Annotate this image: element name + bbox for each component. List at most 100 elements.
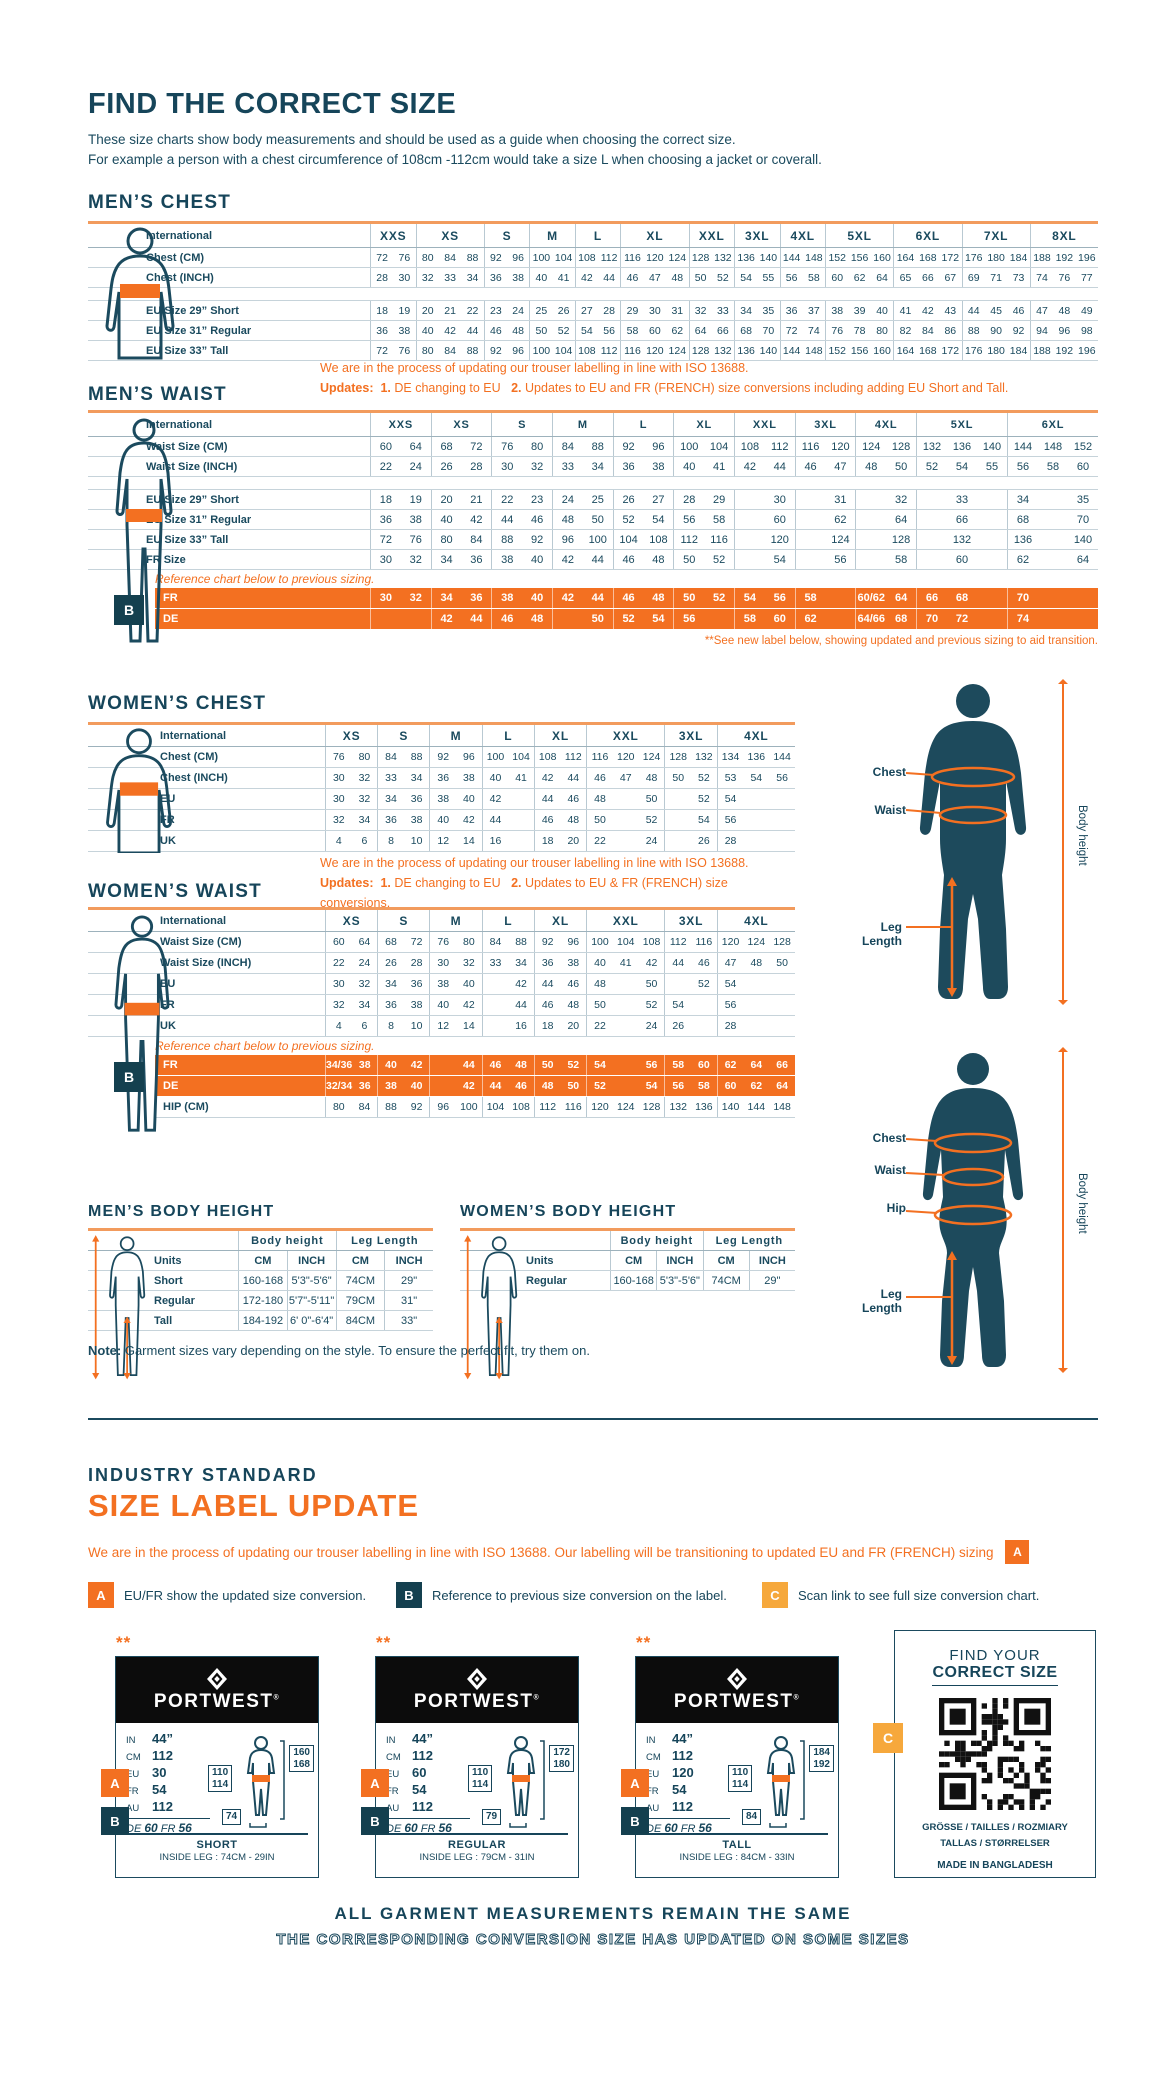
cell-value: 42 [463,999,475,1011]
table-cell: 128 132 [688,248,735,267]
size-column-header: XL [533,725,586,746]
cell-value: 29 [626,304,639,317]
size-column-header: XS [325,725,377,746]
cell-value: 54 [750,772,763,784]
size-column-header: 4XL [855,413,916,436]
row-label: Waist Size (INCH) [146,460,238,473]
table-cell: 33 34 [552,457,613,476]
cell-value: 180 [987,251,1005,264]
cell-value: 46 [489,1059,502,1071]
size-column-header: XS [415,224,484,247]
cell-value: 24 [645,835,658,847]
table-cell: 42 44 [574,268,621,287]
cell-value: 32 [694,304,707,317]
cell-value: 108 [578,344,596,357]
cell-value: 4 [335,1020,342,1032]
table-cell: 188 192 196 [1029,341,1098,360]
cell-value: 50 [645,793,658,805]
section-divider [88,1418,1098,1420]
cell-value: 34 [591,460,604,473]
mini-figure-icon [247,1736,285,1828]
table-cell: 42 44 [552,588,613,608]
table-cell: 134 136 144 [716,747,795,767]
cell-value: 44 [501,513,514,526]
table-cell: 84 88 [481,932,534,952]
table-cell: 58 60 62 [620,321,688,340]
cell-value: 164 [896,251,915,264]
cell-value: 52 [645,814,658,826]
cell-value: 52 [698,772,710,784]
cell-value: 172-180 [242,1294,284,1307]
cell-value: 38 [501,553,514,566]
table-cell: 36 38 [377,995,429,1015]
cell-value: 28 [470,460,483,473]
cell-value: 34 [440,553,453,566]
table-cell: 79CM [335,1291,385,1310]
table-cell: 30 32 [325,974,377,994]
cell-value: 38 [463,772,475,784]
table-cell: 100 104 [673,437,734,456]
cell-value: 44 [489,814,502,826]
table-cell: 50 52 [529,321,575,340]
table-cell: 5'3"-5'6" [656,1271,702,1290]
table-cell: 22 24 [586,831,664,851]
cell-value: 92 [541,936,554,948]
table-cell: 184-192 [238,1311,287,1330]
cell-value: 41 [557,271,570,284]
table-cell: 76 80 [491,437,552,456]
cell-value: CM [717,1254,735,1267]
table-cell: 32/34 36 [325,1076,377,1096]
table-cell: 136 140 [1007,530,1098,549]
cell-value: 48 [512,324,524,337]
qr-languages: GRÖSSE / TAILLES / ROZMIARY TALLAS / STØ… [922,1822,1068,1850]
cell-value: 44 [967,304,980,317]
table-cell: 112 116 [533,1097,586,1117]
table-cell: 100 104 [529,341,575,360]
table-cell: 124 128 [855,437,916,456]
cell-value: 19 [409,493,422,506]
table-row: Waist Size (CM) 60 64 68 72 76 80 84 88 92 96 100 10… [88,932,795,953]
table-cell: 56 58 [664,1076,716,1096]
cell-value: 12 [437,835,450,847]
cell-value: 100 [532,344,551,357]
cell-value: 42 [410,1059,423,1071]
cell-value: 58 [672,1059,685,1071]
table-cell: 50 52 [533,1055,586,1075]
table-cell: 38 40 [429,974,481,994]
cell-value: 120 [831,440,850,453]
table-cell: 52 [664,789,716,809]
table-cell: 32 34 [325,810,377,830]
womens-body-height-title: WOMEN’S BODY HEIGHT [460,1203,677,1220]
table-cell: 30 32 [370,588,431,608]
table-cell: 80 84 88 [415,341,484,360]
row-label: FR Size [146,553,186,566]
fit-name: SHORT [196,1839,238,1851]
cell-value: 112 [770,440,789,453]
cell-value: 22 [379,460,393,473]
table-cell: 44 [429,1055,481,1075]
cell-value: 41 [899,304,912,317]
section-mens-chest: MEN’S CHEST International XXS XS S M L XL XXL 3X… [88,192,1098,361]
size-specs: IN 44” CM 112 EU 120 FR 54 AU 112 DE 60 FR 56 [646,1731,730,1835]
cell-value: 92 [410,1101,423,1113]
cell-value: 60 [698,1059,710,1071]
cell-value: 46 [804,460,817,473]
cell-value: 30 [332,978,345,990]
table-cell: 50 52 [664,768,716,788]
cell-value: 196 [1078,344,1096,357]
cell-value: INCH [298,1254,326,1267]
cell-value: 148 [805,344,823,357]
size-column-header: XXL [586,725,664,746]
table-cell: 44 45 46 [961,301,1030,320]
table-cell: 128 [855,530,916,549]
table-cell: 42 [481,974,534,994]
cell-value: 92 [530,533,544,546]
cell-value: 40 [489,772,502,784]
cell-value: 60 [724,1080,737,1092]
cell-value: 18 [376,304,388,317]
badge-c: C [873,1723,903,1753]
table-cell: 68 72 [430,437,492,456]
size-label-cards: ** PORTWEST® IN 44” CM 112 EU 30 FR 54 AU 112… [88,1630,1098,1882]
cell-value: 100 [486,751,505,763]
cell-value: 32 [530,460,544,473]
